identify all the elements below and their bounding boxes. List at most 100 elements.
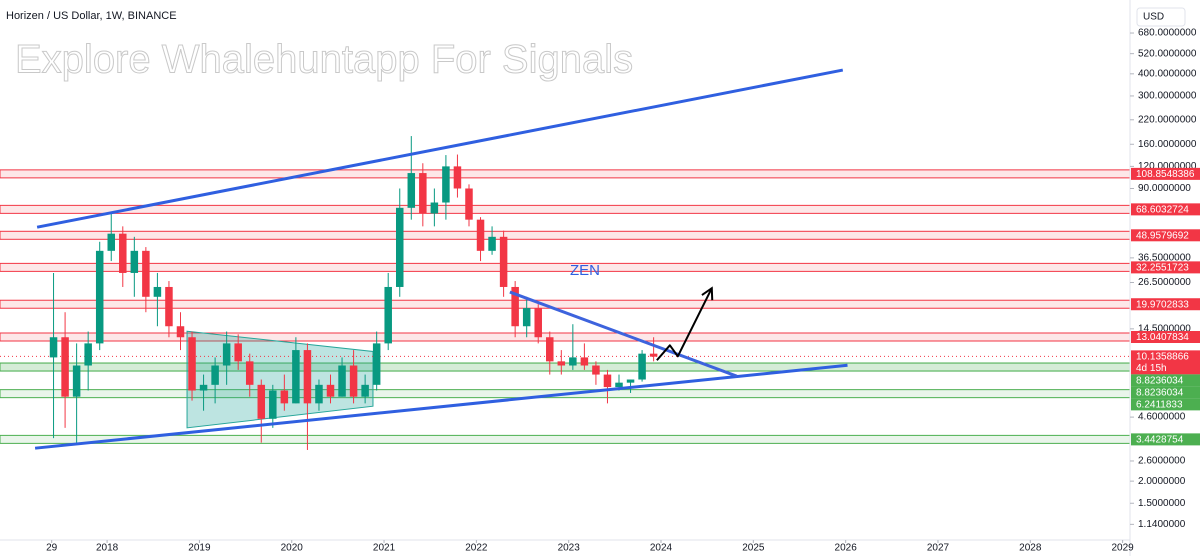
candle-body xyxy=(130,250,139,273)
level-zone xyxy=(0,204,1131,214)
level-zone xyxy=(0,169,1131,179)
level-zone xyxy=(0,262,1131,272)
candle-body xyxy=(142,250,150,297)
candle-body xyxy=(626,379,635,383)
candle-body xyxy=(222,343,231,366)
y-tick-label: 90.0000000 xyxy=(1138,183,1191,194)
candle-body xyxy=(245,361,254,385)
candle-body xyxy=(176,326,185,338)
x-tick-label: 2021 xyxy=(373,543,396,554)
price-label: 8.8236034 xyxy=(1136,388,1184,399)
candle-body xyxy=(442,166,450,203)
candle-body xyxy=(419,173,427,214)
candle-body xyxy=(257,384,266,419)
candle-body xyxy=(592,365,600,375)
candle-body xyxy=(107,233,115,251)
x-tick-label: 2022 xyxy=(465,543,488,554)
candle-body xyxy=(453,166,462,189)
y-tick-label: 1.5000000 xyxy=(1138,498,1186,509)
price-label: 108.8548386 xyxy=(1136,169,1195,180)
candle-body xyxy=(546,337,554,362)
candle-body xyxy=(292,350,300,404)
y-tick-label: 2.0000000 xyxy=(1138,476,1186,487)
candle-body xyxy=(499,236,508,287)
candle-body xyxy=(372,343,381,385)
y-tick-label: 400.0000000 xyxy=(1138,68,1197,79)
candle-body xyxy=(522,308,531,327)
x-tick-label: 2020 xyxy=(281,543,304,554)
trendline xyxy=(34,363,848,450)
candle-body xyxy=(326,384,335,397)
level-zone xyxy=(0,434,1131,444)
price-label-box xyxy=(1131,203,1200,216)
candle-body xyxy=(638,353,646,380)
trendline xyxy=(509,290,738,378)
candle-body xyxy=(269,390,277,419)
countdown: 4d 15h xyxy=(1136,363,1167,374)
candle-body xyxy=(234,343,242,362)
x-tick-label: 2027 xyxy=(927,543,950,554)
candle-body xyxy=(569,357,577,366)
candle-body xyxy=(430,202,439,214)
price-label: 8.8236034 xyxy=(1136,376,1184,387)
price-label: 13.0407834 xyxy=(1136,332,1189,343)
candle-body xyxy=(557,361,566,366)
candle-body xyxy=(280,390,289,404)
candle-body xyxy=(488,236,496,251)
price-label-box xyxy=(1131,298,1200,311)
y-tick-label: 2.6000000 xyxy=(1138,456,1186,467)
y-tick-label: 4.6000000 xyxy=(1138,412,1186,423)
annotation: ZEN xyxy=(570,262,600,279)
candle-body xyxy=(49,337,58,358)
trendline xyxy=(656,287,713,361)
watermark: Explore Whalehuntapp For Signals xyxy=(15,38,633,82)
candle-body xyxy=(188,337,196,391)
x-tick-label: 2026 xyxy=(835,543,858,554)
candle-body xyxy=(199,384,208,391)
price-label-box xyxy=(1131,374,1200,387)
price-label-box xyxy=(1131,386,1200,399)
y-tick-label: 14.5000000 xyxy=(1138,323,1191,334)
price-label: 19.9702833 xyxy=(1136,299,1189,310)
candle-body xyxy=(211,365,219,385)
y-tick-label: 26.5000000 xyxy=(1138,277,1191,288)
candle-body xyxy=(534,308,542,338)
y-tick-label: 160.0000000 xyxy=(1138,139,1197,150)
x-tick-label: 2023 xyxy=(558,543,581,554)
chart-title: Horizen / US Dollar, 1W, BINANCE xyxy=(6,10,177,22)
candle-body xyxy=(338,365,346,397)
x-tick-label: 2019 xyxy=(188,543,211,554)
triangle-pattern xyxy=(186,330,374,429)
price-label: 10.1358866 xyxy=(1136,352,1189,363)
level-zone xyxy=(0,332,1131,342)
y-tick-label: 680.0000000 xyxy=(1138,28,1197,39)
y-tick-label: 220.0000000 xyxy=(1138,114,1197,125)
price-label: 6.2411833 xyxy=(1136,400,1183,411)
price-label-box xyxy=(1131,398,1200,411)
candle-body xyxy=(153,286,162,297)
x-tick-label: 2029 xyxy=(1111,543,1134,554)
y-tick-label: 300.0000000 xyxy=(1138,91,1197,102)
candle-body xyxy=(303,350,312,404)
candle-body xyxy=(615,382,623,388)
candle-body xyxy=(603,374,612,388)
candle-body xyxy=(349,365,358,397)
price-label: 32.2551723 xyxy=(1136,263,1189,274)
trendline xyxy=(36,68,844,229)
y-tick-label: 120.0000000 xyxy=(1138,161,1197,172)
candle-body xyxy=(580,357,589,366)
currency-box[interactable] xyxy=(1136,7,1186,27)
candle-body xyxy=(72,365,81,397)
price-label-box xyxy=(1131,350,1200,375)
y-tick-label: 36.5000000 xyxy=(1138,253,1191,264)
candle-body xyxy=(395,207,404,287)
candle-body xyxy=(384,286,392,344)
candle-body xyxy=(165,286,173,327)
currency: USD xyxy=(1143,12,1164,23)
candle-body xyxy=(61,337,69,397)
level-zone xyxy=(0,230,1131,240)
candle-body xyxy=(407,173,416,208)
price-label-box xyxy=(1131,229,1200,242)
candle-body xyxy=(465,188,473,220)
